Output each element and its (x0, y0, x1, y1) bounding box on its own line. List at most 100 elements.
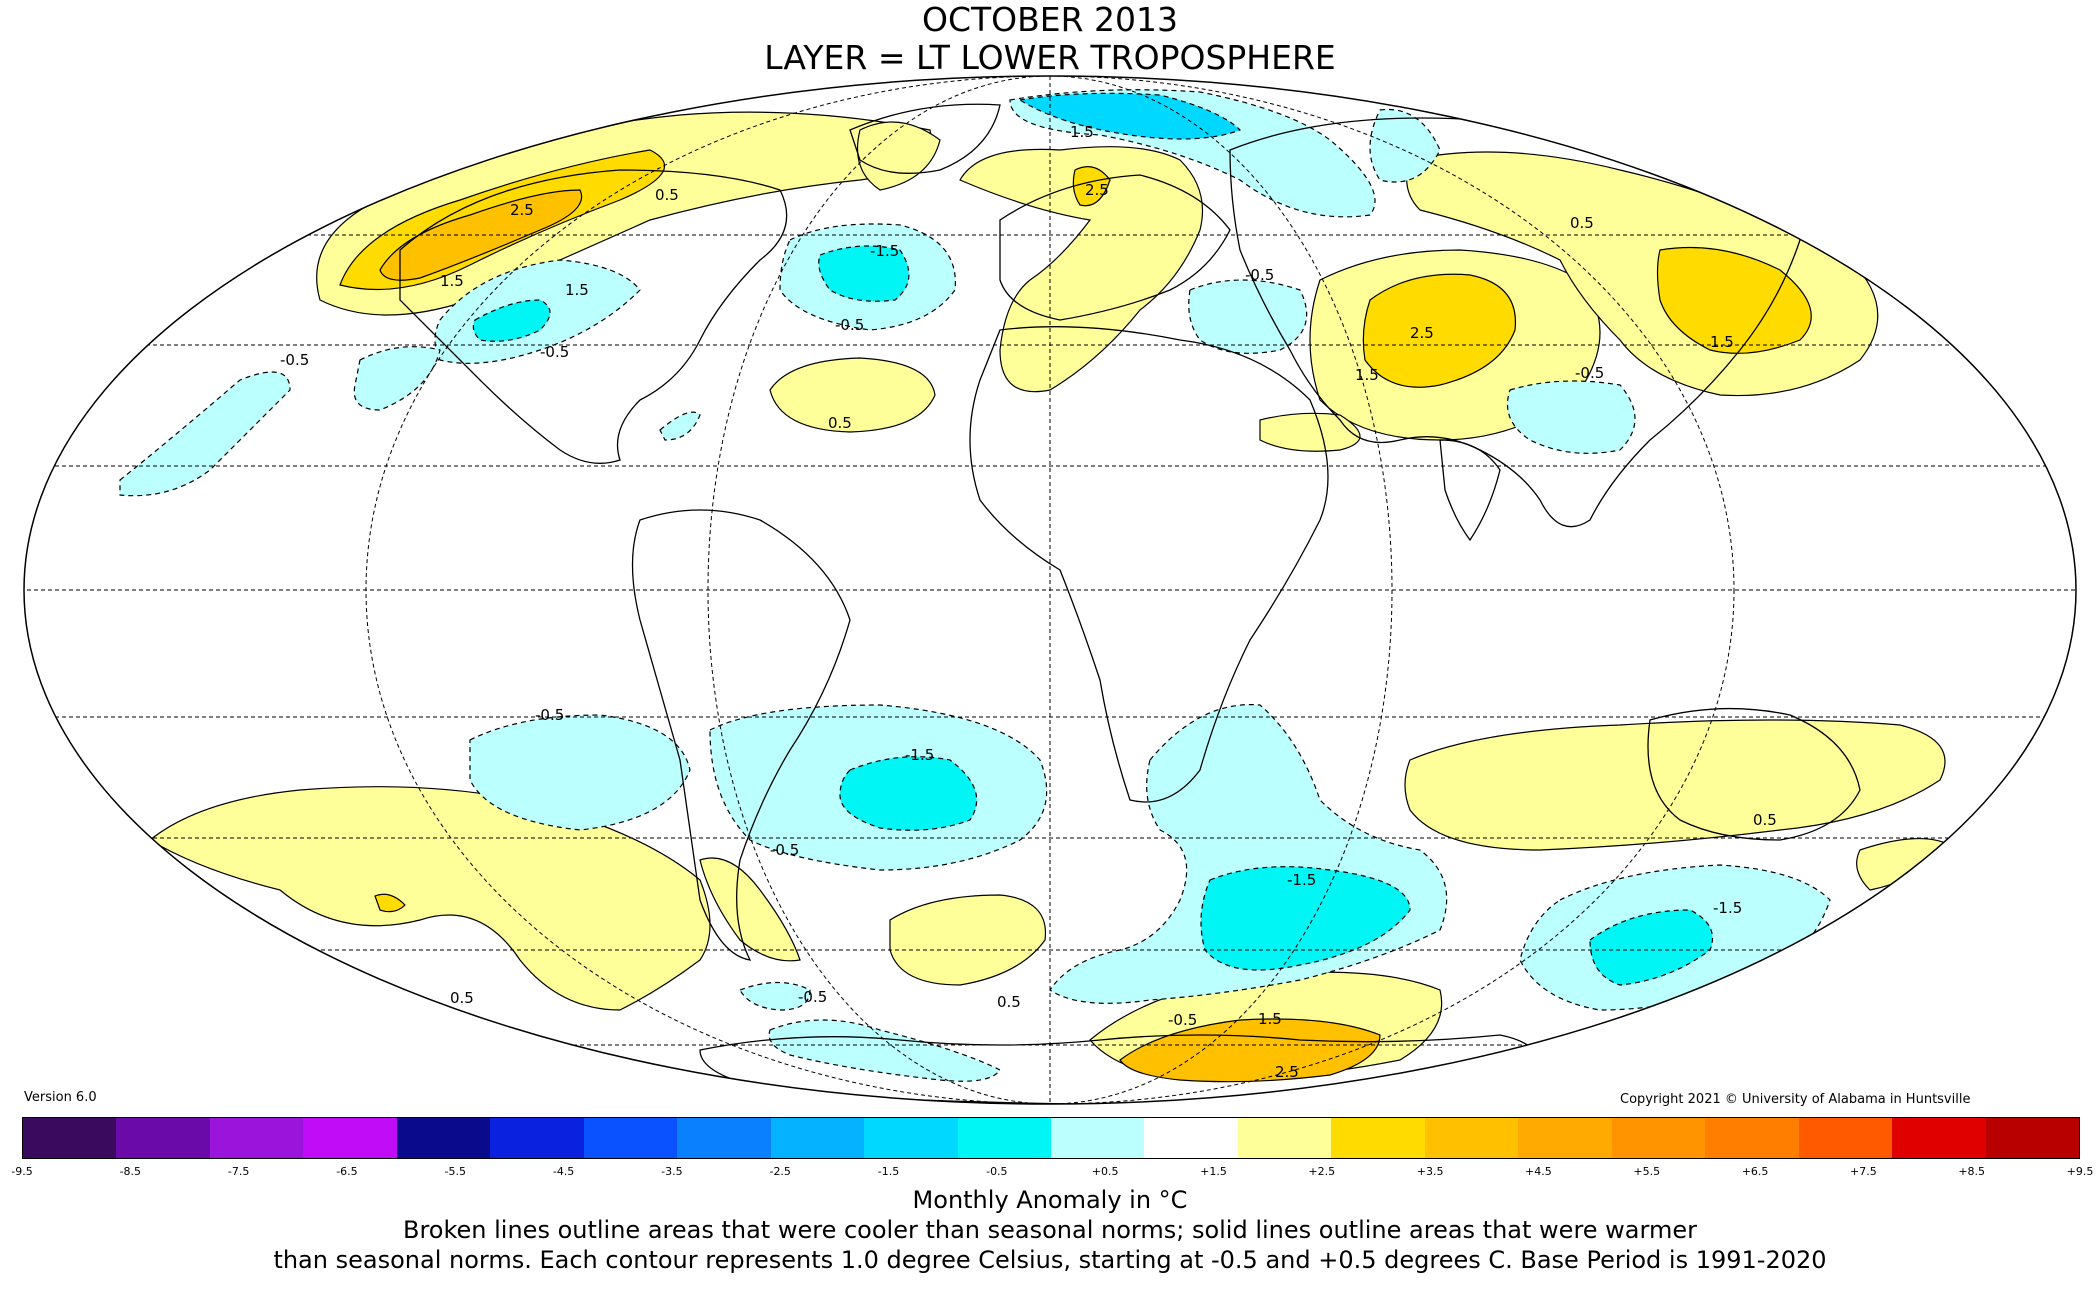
cool-region-tibet (1506, 380, 1636, 454)
colorbar-segment (23, 1118, 117, 1158)
contour-label: 1.5 (1070, 123, 1094, 141)
contour-label: 0.5 (1753, 811, 1777, 829)
colorbar-tick-label: +5.5 (1633, 1165, 1661, 1178)
colorbar-tick-label: +1.5 (1200, 1165, 1227, 1178)
cool-region-mediterranean (1188, 279, 1308, 354)
globe-outline (23, 75, 2077, 1105)
map-title: OCTOBER 2013 (921, 0, 1179, 39)
warm-region-europe (959, 146, 1204, 393)
colorbar-segment (583, 1118, 678, 1158)
cool-region-north-atlantic-core (818, 245, 910, 302)
colorbar-segment (770, 1118, 865, 1158)
contour-label: 1.5 (1710, 333, 1734, 351)
colorbar-tick-label: +3.5 (1416, 1165, 1444, 1178)
colorbar-segment (1424, 1118, 1519, 1158)
colorbar-segment (396, 1118, 491, 1158)
colorbar-segment (1331, 1118, 1425, 1158)
colorbar (22, 1117, 2080, 1159)
warm-region-middle-east (1259, 412, 1361, 452)
colorbar-segment (1050, 1118, 1145, 1158)
colorbar-tick-label: +0.5 (1091, 1165, 1119, 1178)
colorbar-tick-label: -7.5 (227, 1165, 250, 1178)
map-subtitle: LAYER = LT LOWER TROPOSPHERE (764, 38, 1336, 77)
colorbar-tick-label: +8.5 (1958, 1165, 1986, 1178)
warm-region-alaska-peak (379, 189, 583, 281)
colorbar-tick-label: -4.5 (552, 1165, 575, 1178)
contour-label: 0.5 (655, 186, 679, 204)
colorbar-tick-label: +7.5 (1850, 1165, 1877, 1178)
cool-region-north-america-core (472, 299, 551, 342)
colorbar-segment (303, 1118, 397, 1158)
colorbar-segment (1518, 1118, 1612, 1158)
colorbar-segment (116, 1118, 210, 1158)
coastline-north-america (399, 169, 788, 464)
contour-label: 2.5 (1275, 1063, 1299, 1081)
colorbar-segment (209, 1118, 304, 1158)
contour-label: -0.5 (540, 343, 569, 361)
colorbar-tick-label: +4.5 (1525, 1165, 1552, 1178)
cool-region-north-pacific (119, 371, 291, 497)
colorbar-segment (677, 1118, 771, 1158)
colorbar-tick-label: +2.5 (1308, 1165, 1336, 1178)
contour-label: -1.5 (1713, 899, 1742, 917)
colorbar-tick-label: +6.5 (1741, 1165, 1769, 1178)
contour-label: -0.5 (798, 988, 827, 1006)
colorbar-tick-label: -6.5 (336, 1165, 358, 1178)
warm-region-new-zealand (1856, 838, 1951, 891)
contour-label: -0.5 (1168, 1011, 1197, 1029)
colorbar-segment (1237, 1118, 1332, 1158)
caption-line-2: than seasonal norms. Each contour repres… (273, 1246, 1827, 1274)
colorbar-segment (1705, 1118, 1799, 1158)
warm-region-south-pacific-core (374, 893, 406, 913)
contour-label: 2.5 (510, 201, 534, 219)
cool-region-north-pacific-east (353, 346, 441, 411)
cool-region-antarctic-peninsula (768, 1019, 1001, 1082)
contour-label: -0.5 (1245, 266, 1274, 284)
colorbar-tick-label: -2.5 (769, 1165, 791, 1178)
cool-region-north-siberia (1369, 108, 1441, 183)
colorbar-tick-label: -0.5 (986, 1165, 1008, 1178)
contour-label: 0.5 (1570, 214, 1594, 232)
warm-regions (148, 111, 1951, 1083)
cool-region-south-atlantic-core (839, 756, 978, 831)
cool-region-east-pacific (469, 714, 691, 831)
warm-region-south-indian-ocean (1404, 719, 1946, 851)
coastline-south-america (631, 509, 851, 961)
contour-label: -1.5 (1287, 871, 1316, 889)
colorbar-segment (1892, 1118, 1986, 1158)
contour-label: 1.5 (1355, 366, 1379, 384)
contour-label: 0.5 (997, 993, 1021, 1011)
contour-label: -1.5 (870, 242, 899, 260)
caption-line-1: Broken lines outline areas that were coo… (403, 1216, 1697, 1244)
warm-region-south-atlantic (889, 894, 1047, 986)
colorbar-tick-label: -9.5 (11, 1165, 33, 1178)
colorbar-segment (1611, 1118, 1706, 1158)
colorbar-tick-label: -3.5 (661, 1165, 683, 1178)
warm-region-atlantic (769, 357, 936, 433)
copyright-label: Copyright 2021 © University of Alabama i… (1620, 1092, 1971, 1107)
colorbar-segment (1798, 1118, 1893, 1158)
colorbar-segment (957, 1118, 1051, 1158)
contour-label: -0.5 (835, 316, 864, 334)
contour-label: -0.5 (280, 351, 309, 369)
colorbar-segment (490, 1118, 584, 1158)
contour-label: 1.5 (565, 281, 589, 299)
contour-label: -0.5 (770, 841, 799, 859)
coastline-africa (969, 326, 1329, 803)
warm-region-scandinavia-core (1072, 166, 1111, 207)
contour-label: 1.5 (1258, 1010, 1282, 1028)
contour-label: 0.5 (828, 414, 852, 432)
contour-label: -1.5 (905, 746, 934, 764)
cool-region-drake-passage (739, 981, 811, 1011)
contour-label: -0.5 (535, 706, 564, 724)
colorbar-segment (1144, 1118, 1238, 1158)
warm-region-south-pacific (148, 786, 711, 1011)
coastline-greenland (849, 103, 1001, 174)
warm-region-patagonia (699, 857, 801, 962)
colorbar-segment (1985, 1118, 2079, 1158)
cool-region-caribbean (659, 411, 701, 441)
coastline-australia (1647, 707, 1861, 841)
colorbar-segment (864, 1118, 958, 1158)
coastline-india (1439, 439, 1501, 542)
colorbar-tick-label: -5.5 (444, 1165, 466, 1178)
